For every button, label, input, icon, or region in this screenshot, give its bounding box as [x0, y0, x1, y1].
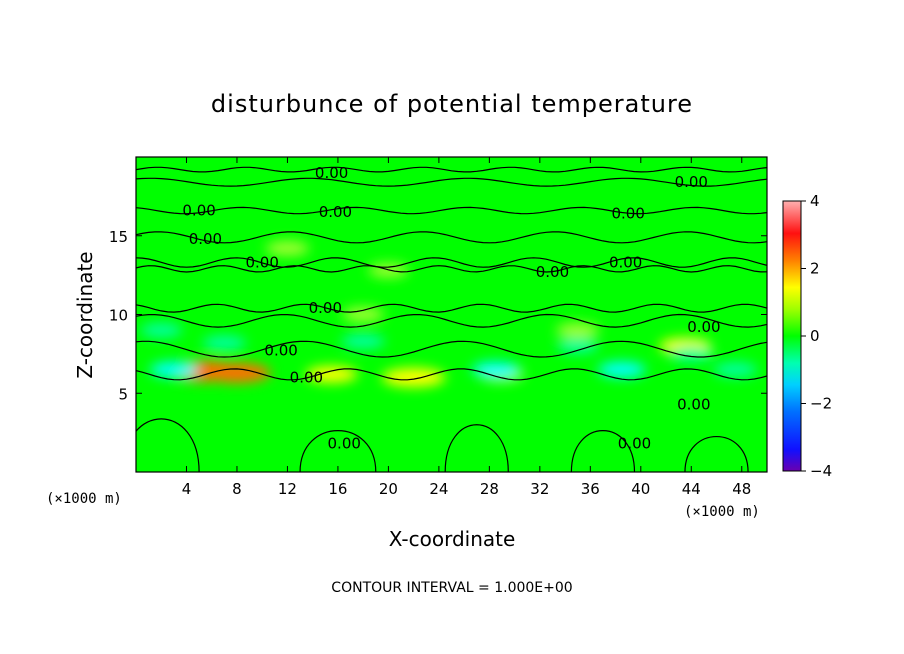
x-axis-label: X-coordinate [389, 527, 516, 551]
contour-line [444, 424, 509, 472]
contour-label: 0.00 [319, 203, 352, 221]
contour-line [136, 177, 767, 187]
x-axis-unit: (×1000 m) [684, 504, 760, 520]
contour-label: 0.00 [264, 342, 297, 360]
y-tick-label: 10 [109, 307, 128, 325]
field-feature-cool [597, 361, 646, 378]
colorbar-gradient [782, 200, 802, 472]
contour-line [136, 206, 767, 215]
contour-interval-note: CONTOUR INTERVAL = 1.000E+00 [331, 580, 572, 596]
contour-line [136, 418, 200, 472]
x-axis-ticks: 4 8 12 16 20 24 28 32 36 40 44 48 [182, 157, 751, 498]
x-tick-label: 32 [530, 480, 549, 498]
contour-line [570, 430, 636, 472]
x-tick-label: 20 [379, 480, 398, 498]
contour-label: 0.00 [611, 205, 644, 223]
colorbar-tick-label: 4 [810, 192, 820, 210]
contour-lines [136, 166, 767, 472]
x-tick-label: 24 [429, 480, 448, 498]
field-feature-warm [305, 365, 358, 383]
colorbar-tick-label: 2 [810, 260, 820, 278]
x-tick-label: 4 [182, 480, 192, 498]
x-tick-label: 44 [682, 480, 701, 498]
contour-line [136, 368, 767, 381]
field-feature-cool [713, 362, 758, 378]
field-feature-warm [265, 240, 310, 256]
field-feature-cool [341, 333, 386, 349]
contour-label: 0.00 [245, 254, 278, 272]
x-tick-label: 16 [328, 480, 347, 498]
field-feature-cool [149, 361, 198, 378]
y-axis-ticks: 5 10 15 [109, 228, 767, 403]
contour-line [136, 265, 767, 273]
contour-label: 0.00 [618, 435, 651, 453]
x-tick-label: 8 [232, 480, 242, 498]
contour-label: 0.00 [536, 263, 569, 281]
contour-label: 0.00 [290, 369, 323, 387]
contour-line [136, 257, 767, 268]
field-feature-cool [471, 361, 520, 378]
contour-label: 0.00 [609, 254, 642, 272]
field-feature-cool [202, 335, 247, 351]
colorbar-tick-label: −4 [810, 462, 832, 480]
y-tick-label: 5 [118, 385, 128, 403]
x-tick-label: 28 [480, 480, 499, 498]
x-tick-label: 40 [631, 480, 650, 498]
contour-line [684, 436, 749, 472]
contour-line [299, 430, 377, 472]
contour-label: 0.00 [328, 435, 361, 453]
field-feature-cool [140, 322, 183, 338]
field-feature-cool [669, 346, 714, 362]
contour-label: 0.00 [182, 202, 215, 220]
field-feature-warm [342, 307, 385, 322]
chart-title: disturbunce of potential temperature [211, 90, 693, 118]
y-axis-label: Z-coordinate [73, 251, 97, 378]
colorbar-tick-label: 0 [810, 327, 820, 345]
field-feature-warm [381, 367, 446, 388]
contour-line [136, 166, 767, 173]
y-tick-label: 15 [109, 228, 128, 246]
contour-label: 0.00 [189, 230, 222, 248]
field-feature-cool [556, 338, 599, 354]
contour-line [136, 313, 767, 328]
colorbar-ticks: 4 2 0 −2 −4 [801, 192, 832, 480]
x-tick-label: 12 [278, 480, 297, 498]
field-feature-warm [555, 322, 600, 338]
contour-label: 0.00 [309, 299, 342, 317]
contour-line [136, 303, 767, 313]
colorbar: 4 2 0 −2 −4 [782, 192, 832, 480]
y-axis-unit: (×1000 m) [46, 491, 122, 507]
contour-label: 0.00 [687, 318, 720, 336]
x-tick-label: 36 [581, 480, 600, 498]
contour-label: 0.00 [677, 395, 710, 413]
contour-line [136, 340, 767, 358]
field-background [136, 157, 767, 472]
x-tick-label: 48 [732, 480, 751, 498]
contour-labels: 0.00 0.00 0.00 0.00 0.00 0.00 0.00 0.00 0.00 0.00… [182, 164, 720, 453]
colorbar-tick-label: −2 [810, 395, 832, 413]
contour-label: 0.00 [315, 164, 348, 182]
plot-area: 0.00 0.00 0.00 0.00 0.00 0.00 0.00 0.00 0.00 0.00… [136, 157, 767, 472]
contour-line [136, 231, 767, 244]
contour-label: 0.00 [675, 173, 708, 191]
